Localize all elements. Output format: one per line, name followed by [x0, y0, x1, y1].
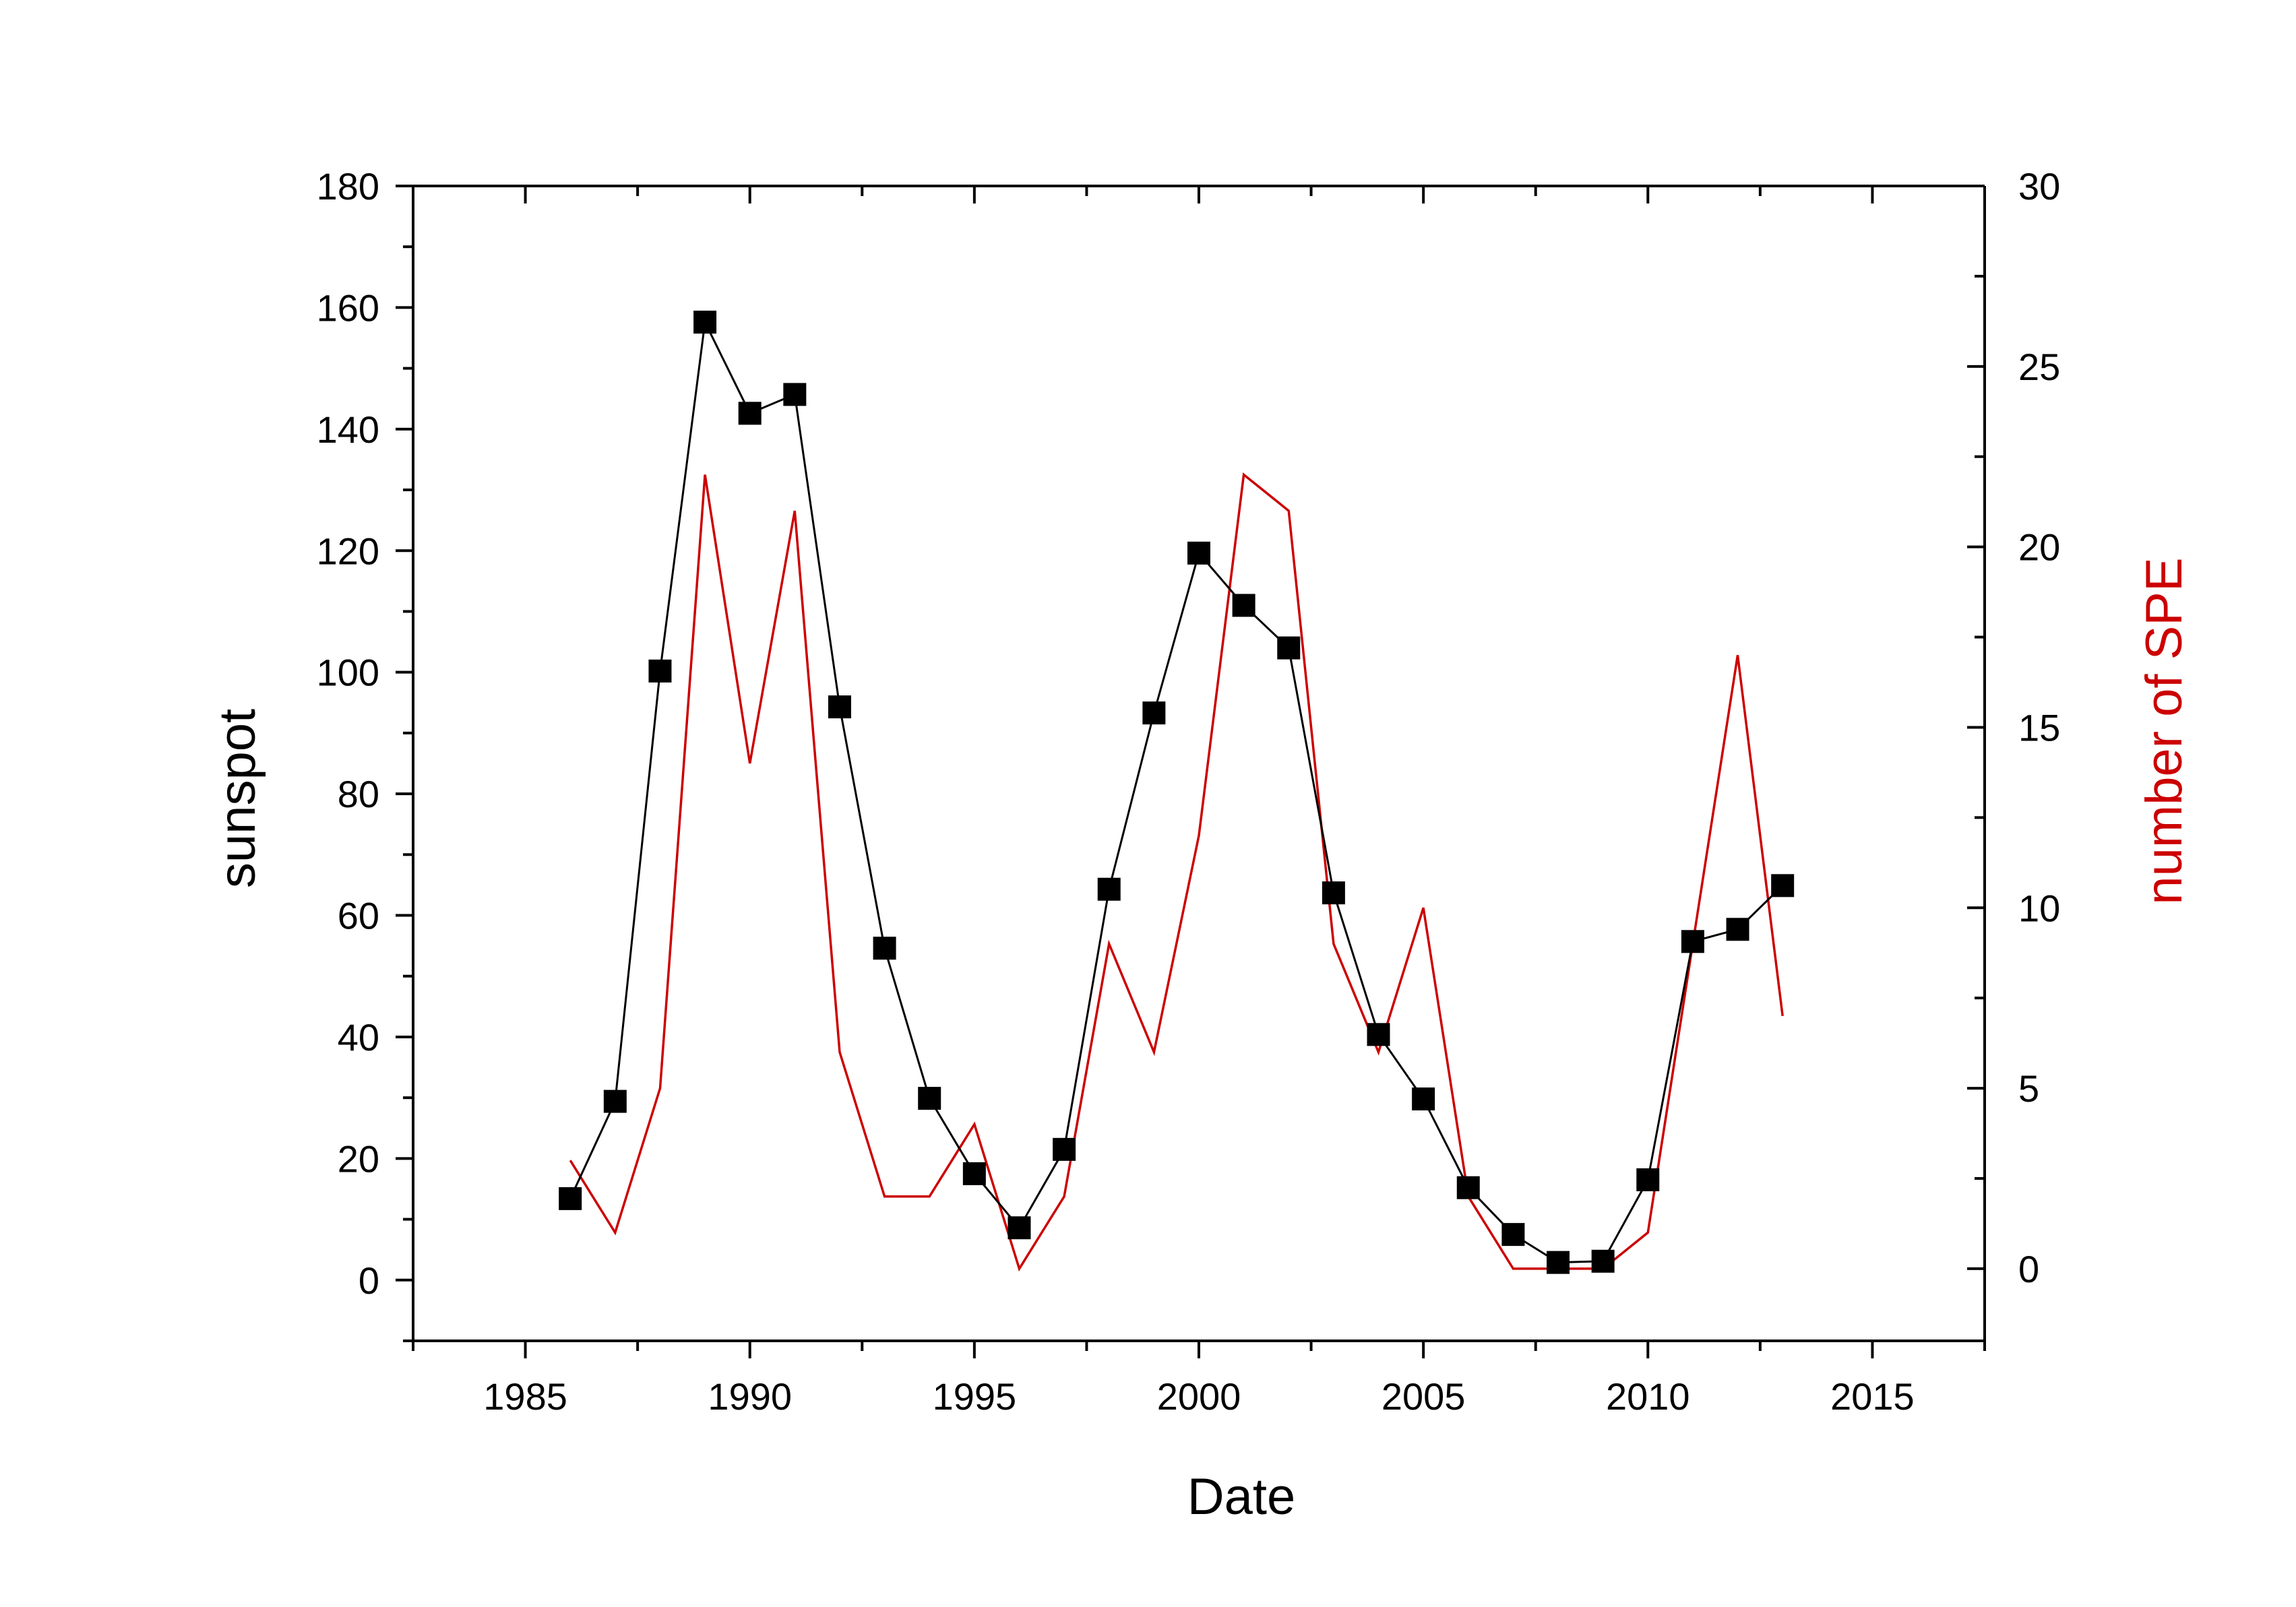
y-tick-label: 0	[359, 1259, 379, 1302]
x-tick-label: 2010	[1606, 1375, 1690, 1418]
x-tick-label: 2015	[1830, 1375, 1915, 1418]
sunspot-marker	[1547, 1251, 1570, 1274]
sunspot-marker	[1367, 1023, 1390, 1046]
y2-tick-label: 30	[2018, 165, 2060, 208]
y2-axis-title: number of SPE	[2136, 557, 2193, 904]
y-tick-label: 20	[338, 1137, 379, 1180]
sunspot-line	[569, 318, 1784, 1264]
sunspot-marker	[918, 1087, 941, 1110]
sunspot-marker	[1412, 1087, 1435, 1110]
sunspot-marker	[783, 383, 807, 406]
y-tick-label: 120	[317, 530, 379, 572]
sunspot-marker	[1456, 1176, 1480, 1199]
y2-tick-label: 25	[2018, 346, 2060, 388]
x-tick-label: 2005	[1382, 1375, 1466, 1418]
y-tick-label: 40	[338, 1016, 379, 1059]
y-tick-label: 180	[317, 165, 379, 208]
y-tick-label: 140	[317, 408, 379, 451]
y2-tick-label: 20	[2018, 526, 2060, 569]
sunspot-marker	[603, 1090, 627, 1113]
x-tick-label: 2000	[1157, 1375, 1241, 1418]
sunspot-marker	[962, 1162, 986, 1185]
y2-tick-label: 5	[2018, 1067, 2039, 1110]
spe-count-line	[569, 472, 1784, 1272]
sunspot-marker	[693, 311, 717, 334]
sunspot-marker	[1681, 930, 1704, 953]
sunspot-marker	[828, 695, 851, 719]
x-tick-label: 1995	[933, 1375, 1017, 1418]
y-tick-label: 80	[338, 773, 379, 815]
series-layer	[559, 311, 1795, 1274]
sunspot-marker	[1771, 874, 1795, 897]
sunspot-marker	[738, 402, 762, 425]
sunspot-marker	[1591, 1249, 1615, 1273]
sunspot-marker	[559, 1187, 582, 1210]
sunspot-marker	[1322, 881, 1345, 905]
y-tick-label: 60	[338, 895, 379, 937]
y2-tick-label: 10	[2018, 887, 2060, 929]
sunspot-marker	[1007, 1216, 1031, 1240]
sunspot-marker	[1187, 541, 1210, 565]
sunspot-marker	[1636, 1168, 1660, 1191]
sunspot-marker	[648, 659, 672, 683]
x-tick-label: 1990	[708, 1375, 792, 1418]
sunspot-marker	[1053, 1137, 1076, 1161]
y-tick-label: 100	[317, 652, 379, 694]
sunspot-marker	[1142, 701, 1166, 725]
y2-tick-label: 15	[2018, 706, 2060, 749]
x-axis-title: Date	[1187, 1468, 1296, 1525]
sunspot-marker	[1501, 1223, 1525, 1247]
sunspot-marker	[1097, 877, 1121, 901]
sunspot-marker	[873, 937, 896, 960]
axes-layer: 1985 1990 1995 2000 2005 2010 2015020406080100…	[317, 165, 2061, 1418]
sunspot-marker	[1277, 636, 1301, 660]
sunspot-marker	[1232, 594, 1255, 617]
y-tick-label: 160	[317, 286, 379, 329]
y-axis-title: sunspot	[209, 709, 266, 888]
x-tick-label: 1985	[483, 1375, 567, 1418]
sunspot-marker	[1726, 918, 1749, 941]
y2-tick-label: 0	[2018, 1248, 2039, 1290]
